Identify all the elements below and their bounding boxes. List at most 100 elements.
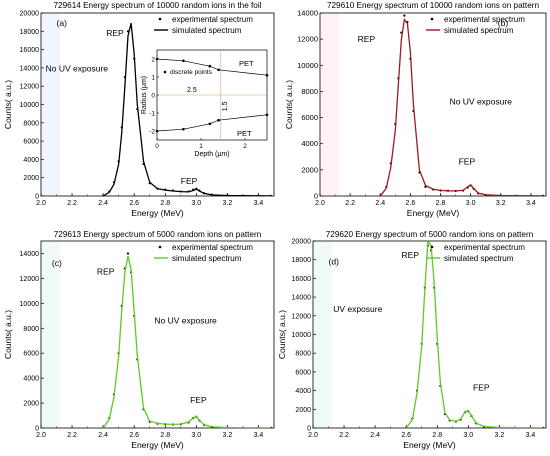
y-tick-label: 8000 bbox=[23, 326, 39, 333]
inset-legend-marker bbox=[163, 70, 167, 74]
plot-frame bbox=[312, 240, 547, 429]
annotation-rep: REP bbox=[358, 34, 376, 44]
inset-y-tick-label: 1 bbox=[151, 74, 155, 81]
series-line-2 bbox=[102, 255, 271, 428]
x-tick-label: 2.6 bbox=[406, 200, 416, 207]
y-tick-label: 12000 bbox=[20, 276, 40, 283]
inset-data-point bbox=[217, 118, 220, 122]
inset-chart: 0 1 2 -2 -1 0 1 2 Depth (μm) Radius (μm) discrete … bbox=[141, 49, 269, 158]
x-tick-label: 3.0 bbox=[191, 200, 201, 207]
inset-y-axis-label: Radius (μm) bbox=[141, 76, 148, 114]
panel-label: (c) bbox=[52, 258, 62, 268]
y-axis-label: Counts( a.u.) bbox=[3, 310, 13, 359]
y-tick-label: 20000 bbox=[20, 11, 40, 18]
y-tick-label: 14000 bbox=[297, 9, 318, 18]
y-tick-label: 6000 bbox=[23, 351, 39, 358]
y-tick-label: 6000 bbox=[295, 369, 311, 376]
legend-item: experimental spectrum bbox=[172, 243, 253, 252]
chart-title: 729620 Energy spectrum of 5000 random io… bbox=[326, 230, 534, 239]
inset-annotation-pet-top: PET bbox=[239, 59, 254, 68]
series-line-2 bbox=[379, 17, 544, 196]
y-axis-label: Counts( a.u.) bbox=[277, 310, 287, 359]
chart-title: 729613 Energy spectrum of 5000 random io… bbox=[54, 230, 262, 239]
y-tick-label: 18000 bbox=[292, 257, 312, 264]
legend-item: experimental spectrum bbox=[172, 15, 253, 24]
y-tick-label: 2000 bbox=[23, 175, 39, 182]
inset-data-point bbox=[265, 113, 269, 117]
x-tick-label: 3.0 bbox=[466, 200, 476, 207]
legend-item: simulated spectrum bbox=[444, 254, 514, 263]
chart-title: 729610 Energy spectrum of 10000 random i… bbox=[327, 1, 540, 10]
inset-legend-item: discrete points bbox=[170, 69, 213, 76]
panel-label: (d) bbox=[329, 256, 340, 266]
y-tick-label: 6000 bbox=[301, 113, 318, 122]
x-tick-label: 2.6 bbox=[129, 200, 139, 207]
legend-item: simulated spectrum bbox=[172, 254, 242, 263]
panel-label: (a) bbox=[57, 18, 68, 28]
inset-x-tick-label: 1 bbox=[199, 143, 203, 150]
y-tick-label: 4000 bbox=[301, 139, 318, 148]
inset-data-point bbox=[265, 73, 269, 77]
inset-data-point bbox=[182, 59, 185, 63]
x-tick-label: 2.2 bbox=[67, 432, 77, 439]
y-tick-label: 10000 bbox=[20, 102, 40, 109]
chart-panel-1: 729614 Energy spectrum of 10000 random i… bbox=[3, 1, 275, 218]
data-point bbox=[403, 14, 406, 17]
x-tick-label: 2.4 bbox=[375, 200, 385, 207]
inset-y-tick-label: 2 bbox=[151, 56, 155, 63]
y-tick-label: 0 bbox=[35, 426, 39, 433]
x-axis-label: Energy (MeV) bbox=[131, 440, 184, 450]
inset-data-point bbox=[155, 57, 159, 61]
x-tick-label: 3.2 bbox=[223, 200, 233, 207]
x-tick-label: 2.8 bbox=[160, 200, 170, 207]
y-tick-label: 2000 bbox=[301, 165, 318, 174]
x-tick-label: 3.0 bbox=[463, 432, 473, 439]
y-axis-label: Counts( a.u.) bbox=[3, 80, 13, 129]
inset-data-point bbox=[155, 129, 159, 133]
annotation-no-uv-exposure: No UV exposure bbox=[450, 97, 513, 107]
data-point bbox=[126, 252, 130, 255]
y-tick-label: 16000 bbox=[20, 47, 40, 54]
y-tick-label: 10000 bbox=[292, 332, 312, 339]
chart-title: 729614 Energy spectrum of 10000 random i… bbox=[53, 1, 261, 10]
annotation-fep: FEP bbox=[181, 176, 198, 186]
x-tick-label: 2.0 bbox=[308, 432, 318, 439]
x-tick-label: 3.2 bbox=[495, 432, 505, 439]
inset-y-tick-label: 0 bbox=[151, 92, 155, 99]
x-tick-label: 2.6 bbox=[129, 432, 139, 439]
x-tick-label: 2.2 bbox=[345, 200, 355, 207]
x-tick-label: 2.2 bbox=[67, 200, 77, 207]
inset-x-tick-label: 2 bbox=[243, 143, 247, 150]
x-tick-label: 2.8 bbox=[436, 200, 446, 207]
annotation-fep: FEP bbox=[190, 395, 207, 405]
annotation-no-uv-exposure: No UV exposure bbox=[46, 64, 109, 74]
x-axis-label: Energy (MeV) bbox=[407, 208, 460, 218]
plot-frame bbox=[40, 240, 275, 429]
y-tick-label: 4000 bbox=[23, 157, 39, 164]
x-tick-label: 2.6 bbox=[401, 432, 411, 439]
annotation-rep: REP bbox=[106, 28, 124, 38]
y-tick-label: 14000 bbox=[20, 65, 40, 72]
y-tick-label: 2000 bbox=[295, 407, 311, 414]
legend-marker bbox=[430, 17, 434, 21]
x-tick-label: 2.4 bbox=[98, 200, 108, 207]
y-tick-label: 8000 bbox=[23, 120, 39, 127]
y-tick-label: 6000 bbox=[23, 139, 39, 146]
legend-item: experimental spectrum bbox=[444, 243, 525, 252]
inset-data-point bbox=[208, 64, 212, 68]
x-tick-label: 3.2 bbox=[223, 432, 233, 439]
x-tick-label: 3.2 bbox=[496, 200, 506, 207]
inset-x-axis-label: Depth (μm) bbox=[194, 151, 229, 158]
x-tick-label: 2.4 bbox=[98, 432, 108, 439]
edge-band bbox=[321, 14, 339, 195]
annotation-no-uv-exposure: No UV exposure bbox=[154, 315, 217, 325]
y-tick-label: 18000 bbox=[20, 29, 40, 36]
x-axis-label: Energy (MeV) bbox=[403, 440, 456, 450]
edge-band bbox=[314, 242, 332, 427]
y-tick-label: 0 bbox=[314, 192, 318, 201]
y-tick-label: 0 bbox=[35, 194, 39, 201]
panel-label: (b) bbox=[498, 18, 509, 28]
y-tick-label: 12000 bbox=[20, 84, 40, 91]
y-axis-label: Counts( a.u.) bbox=[284, 80, 294, 129]
chart-panel-2: 729610 Energy spectrum of 10000 random i… bbox=[284, 1, 547, 218]
